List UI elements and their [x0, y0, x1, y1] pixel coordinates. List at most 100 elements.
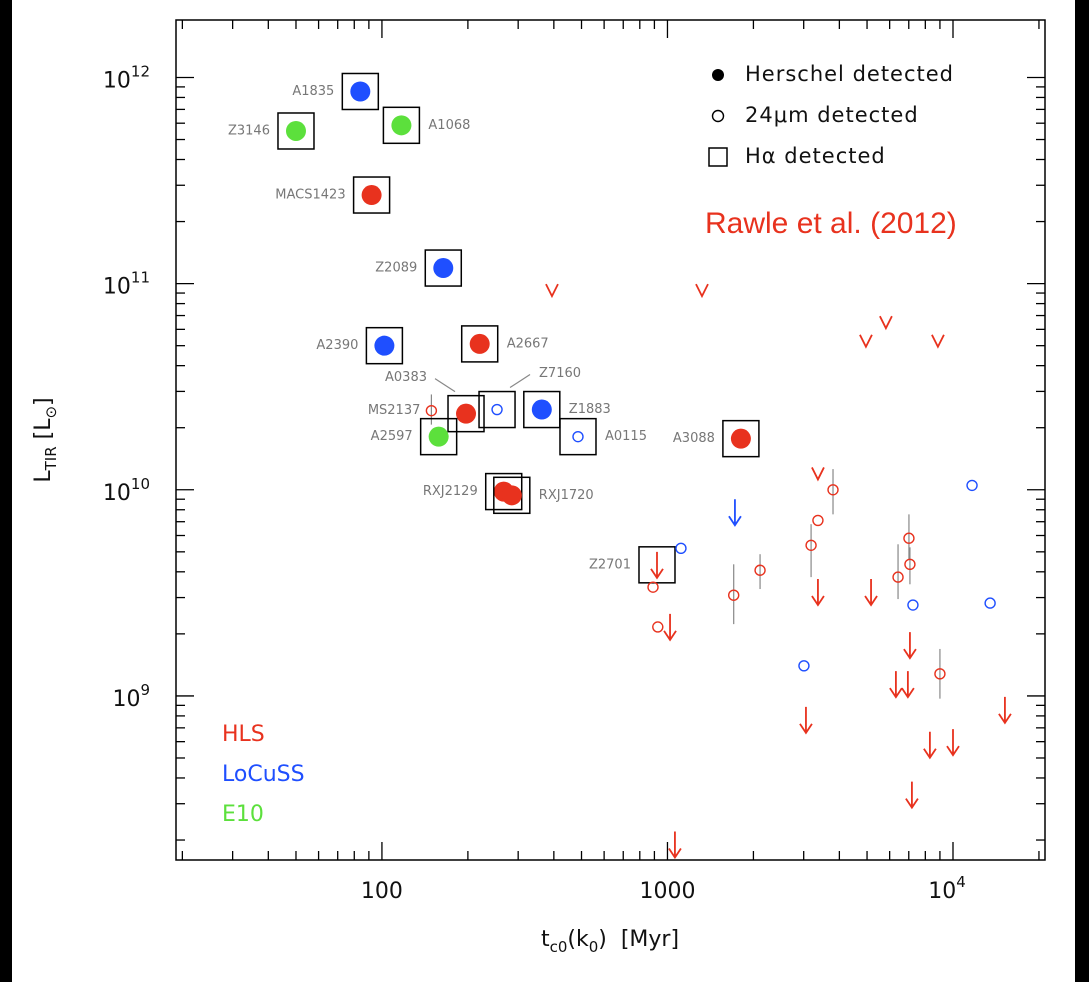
point-label: Z2701: [589, 557, 631, 572]
limit-marker: [901, 671, 915, 699]
point-label: A2597: [371, 429, 413, 444]
point-label: Z2089: [375, 261, 417, 276]
plot-frame: [175, 19, 1046, 861]
filled-marker: [433, 258, 454, 279]
halpha-box: [352, 176, 391, 214]
y-axis-label-part: L: [31, 470, 56, 483]
tick-label-exp: 11: [131, 268, 150, 286]
legend-label: 24μm detected: [745, 103, 919, 127]
tick-label-base: 10: [928, 879, 956, 904]
legend-label: Herschel detected: [745, 62, 954, 86]
filled-marker: [428, 426, 449, 447]
point-label: A0115: [605, 429, 647, 444]
open-marker: [892, 571, 904, 583]
series-0: MACS1423 A2667 A0383 MS2137 A3088 RXJ2129 RXJ1…: [275, 176, 1012, 860]
limit-marker: [923, 731, 937, 760]
limit-marker: [998, 696, 1012, 725]
open-marker: [934, 668, 946, 680]
point-label: RXJ2129: [423, 484, 478, 499]
tick-label: 104: [928, 873, 966, 905]
legend-series: LoCuSS: [222, 762, 305, 787]
halpha-box: [447, 394, 485, 433]
chevron-marker: [695, 283, 709, 299]
open-marker: [812, 514, 824, 527]
series-2: Z3146 A1068 A2597: [228, 106, 470, 456]
halpha-box: [638, 546, 676, 584]
filled-marker: [374, 335, 395, 356]
halpha-box: [478, 390, 516, 429]
filled-marker: [730, 428, 751, 449]
tick-label-exp: 4: [956, 873, 966, 891]
open-marker: [425, 404, 438, 417]
open-marker: [572, 430, 584, 443]
filled-marker: [501, 485, 522, 506]
open-marker: [728, 589, 740, 601]
x-axis-label-part: 0: [589, 938, 599, 956]
limit-marker: [889, 671, 903, 699]
x-axis-label-part: t: [541, 927, 550, 952]
open-marker: [805, 539, 817, 551]
x-axis-label-part: c0: [550, 938, 568, 956]
x-axis-label: tc0(k0) [Myr]: [541, 927, 679, 956]
y-axis-label-part: ]: [31, 397, 56, 406]
halpha-box: [382, 106, 421, 145]
tick-label: 1000: [639, 879, 695, 904]
chevron-marker: [931, 334, 945, 349]
open-marker: [903, 532, 915, 544]
point-label: A1068: [428, 118, 470, 133]
halpha-box: [493, 476, 531, 515]
x-axis-label-part: ) [Myr]: [598, 927, 679, 952]
point-label: A2667: [507, 336, 549, 351]
limit-marker: [663, 613, 677, 642]
limit-marker: [811, 579, 825, 607]
halpha-box: [559, 417, 597, 456]
chevron-marker: [545, 283, 559, 299]
chevron-marker: [879, 315, 893, 331]
open-marker: [754, 564, 766, 576]
annotation: Rawle et al. (2012): [705, 207, 957, 240]
limit-marker: [799, 706, 813, 735]
series-1: A1835 Z2089 A2390 Z1883 Z7160 A0115: [292, 72, 996, 672]
y-axis-label-part: ⊙: [42, 406, 60, 419]
open-marker: [647, 581, 659, 593]
y-axis-label-part: [L: [31, 418, 56, 447]
filled-marker: [350, 81, 371, 102]
tick-label-base: 10: [103, 275, 131, 300]
legend-label: Hα detected: [745, 144, 886, 168]
tick-label: 1011: [103, 268, 150, 300]
legend-symbol: [712, 69, 724, 81]
limit-marker: [650, 551, 664, 580]
tick-label-base: 10: [103, 481, 131, 506]
filled-marker: [456, 403, 477, 424]
tick-label: 100: [361, 879, 403, 904]
limit-marker: [864, 579, 878, 607]
filled-marker: [531, 399, 552, 420]
open-marker: [798, 660, 810, 672]
halpha-box: [419, 417, 458, 456]
point-label: A2390: [316, 338, 358, 353]
tick-label-exp: 12: [131, 62, 150, 80]
open-marker: [904, 558, 916, 570]
point-label: Z7160: [539, 366, 581, 381]
halpha-box: [277, 112, 315, 150]
point-label: MS2137: [368, 403, 421, 418]
halpha-box: [365, 326, 404, 365]
tick-label-base: 10: [112, 687, 140, 712]
tick-label: 1012: [103, 62, 150, 94]
legend-symbol: [708, 147, 728, 167]
tick-label-exp: 10: [131, 474, 150, 492]
point-label: Z3146: [228, 123, 270, 138]
open-marker: [907, 599, 919, 611]
halpha-box: [460, 325, 499, 363]
limit-marker: [668, 831, 682, 860]
open-marker: [491, 403, 503, 416]
limit-marker: [905, 781, 919, 810]
filled-marker: [285, 120, 306, 141]
tick-label-base: 10: [103, 68, 131, 93]
y-axis-label-part: TIR: [42, 446, 60, 471]
legend-symbol: [711, 109, 725, 123]
point-label: Z1883: [569, 402, 611, 417]
point-label: A0383: [385, 370, 427, 385]
filled-marker: [361, 185, 382, 206]
